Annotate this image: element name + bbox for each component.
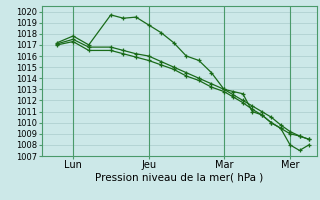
X-axis label: Pression niveau de la mer( hPa ): Pression niveau de la mer( hPa ) bbox=[95, 173, 263, 183]
